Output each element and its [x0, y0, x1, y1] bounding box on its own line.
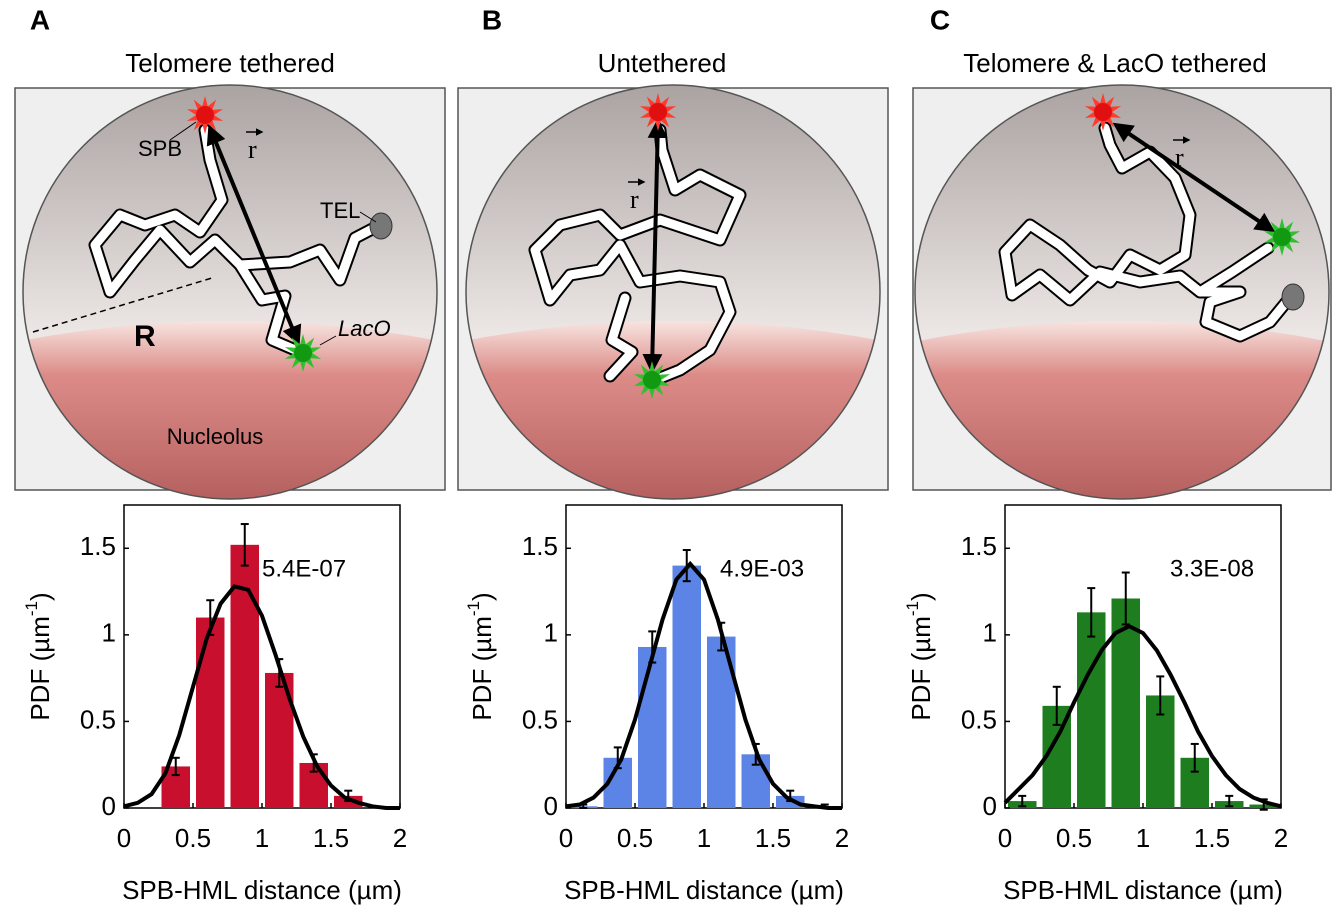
- y-tick-label: 0: [102, 791, 116, 821]
- y-axis-label: PDF (µm-1): [903, 592, 936, 720]
- bar: [230, 544, 259, 808]
- plot-area: [565, 504, 843, 809]
- y-tick-label: 1.5: [522, 531, 558, 561]
- x-tick-label: 2: [1274, 823, 1288, 853]
- diagram-a: SPB r TEL R LacO Nucleolus: [14, 84, 446, 500]
- y-tick-label: 0.5: [961, 704, 997, 734]
- error-bar: [240, 523, 249, 567]
- panel-title: Telomere & LacO tethered: [963, 48, 1267, 78]
- y-axis-label-part: -1: [903, 601, 922, 616]
- y-axis-label-part: PDF (µm: [25, 616, 55, 721]
- y-axis-label-part: PDF (µm: [467, 616, 497, 721]
- panel-title: Telomere tethered: [125, 48, 335, 78]
- panel-title: Untethered: [598, 48, 727, 78]
- x-tick-label: 0: [559, 823, 573, 853]
- fit-curve: [1003, 623, 1282, 809]
- x-tick-label: 1: [255, 823, 269, 853]
- r-label: r: [1175, 143, 1184, 172]
- fit-curve: [565, 560, 842, 810]
- x-tick-label: 0.5: [617, 823, 653, 853]
- star-core: [294, 344, 312, 362]
- y-axis-label: PDF (µm-1): [464, 592, 497, 720]
- error-bar: [1087, 587, 1096, 638]
- diagram-b: r: [457, 84, 889, 500]
- star-core: [196, 106, 214, 124]
- x-tick-label: 2: [393, 823, 407, 853]
- y-axis-label-part: -1: [22, 601, 41, 616]
- panel-label: A: [30, 4, 50, 35]
- r-label: r: [248, 135, 257, 164]
- x-tick-label: 2: [835, 823, 849, 853]
- star-core: [649, 103, 667, 121]
- plot-area: [123, 504, 401, 809]
- star-core: [643, 371, 661, 389]
- y-tick-label: 0.5: [80, 704, 116, 734]
- bar: [638, 646, 667, 808]
- y-tick-label: 0: [983, 791, 997, 821]
- laco-label: LacO: [338, 316, 391, 341]
- x-tick-label: 1.5: [1194, 823, 1230, 853]
- radius-label: R: [134, 320, 156, 353]
- annotation: 5.4E-07: [262, 555, 346, 582]
- x-axis-label: SPB-HML distance (µm): [1003, 875, 1283, 905]
- error-bar: [1052, 685, 1061, 726]
- y-tick-label: 0.5: [522, 704, 558, 734]
- tel-label: TEL: [320, 198, 360, 223]
- x-tick-label: 0.5: [1056, 823, 1092, 853]
- y-tick-label: 1: [983, 618, 997, 648]
- y-axis-label-part: ): [25, 592, 55, 601]
- star-core: [1273, 228, 1291, 246]
- y-axis-label-part: ): [467, 592, 497, 601]
- bar: [196, 617, 225, 808]
- y-tick-label: 1: [102, 618, 116, 648]
- x-tick-label: 1: [697, 823, 711, 853]
- y-axis-label-part: -1: [464, 601, 483, 616]
- r-label: r: [630, 185, 639, 214]
- bar: [672, 565, 701, 808]
- x-tick-label: 0: [117, 823, 131, 853]
- spb-label: SPB: [138, 136, 182, 161]
- x-tick-label: 0: [998, 823, 1012, 853]
- error-bar: [1018, 794, 1027, 808]
- x-tick-label: 0.5: [175, 823, 211, 853]
- y-axis-label-part: PDF (µm: [906, 616, 936, 721]
- annotation: 4.9E-03: [720, 555, 804, 582]
- error-bar: [1190, 742, 1199, 773]
- bar: [1077, 612, 1106, 808]
- panel-label: C: [930, 4, 950, 35]
- annotation: 3.3E-08: [1170, 555, 1254, 582]
- x-tick-label: 1: [1136, 823, 1150, 853]
- x-axis-label: SPB-HML distance (µm): [122, 875, 402, 905]
- y-tick-label: 1: [544, 618, 558, 648]
- fit-curve: [123, 584, 400, 810]
- y-axis-label-part: ): [906, 592, 936, 601]
- y-tick-label: 0: [544, 791, 558, 821]
- error-bar: [1225, 794, 1234, 808]
- error-bar: [1156, 675, 1165, 716]
- y-axis-label: PDF (µm-1): [22, 592, 55, 720]
- y-tick-label: 1.5: [80, 531, 116, 561]
- x-axis-label: SPB-HML distance (µm): [564, 875, 844, 905]
- diagram-c: r: [912, 84, 1332, 500]
- star-core: [1094, 103, 1112, 121]
- x-tick-label: 1.5: [313, 823, 349, 853]
- panel-label: B: [482, 4, 502, 35]
- x-tick-label: 1.5: [755, 823, 791, 853]
- nucleolus-label: Nucleolus: [167, 424, 264, 449]
- y-tick-label: 1.5: [961, 531, 997, 561]
